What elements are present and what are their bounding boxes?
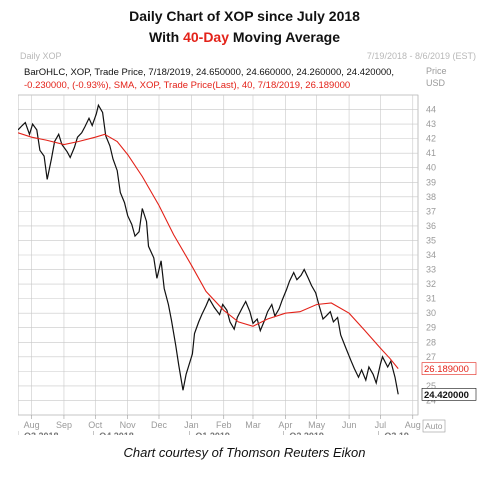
y-tick-label: 39 [426,177,436,187]
price-chart[interactable]: 2425262728293031323334353637383940414243… [18,50,478,435]
price-axis-unit: USD [426,78,446,88]
auto-scale-box [422,419,446,433]
x-tick-label: Dec [151,420,168,430]
x-tick-label: Mar [245,420,261,430]
y-tick-label: 35 [426,235,436,245]
y-tick-label: 27 [426,352,436,362]
title-accent: 40-Day [183,29,229,45]
x-tick-label: Oct [88,420,103,430]
y-tick-label: 30 [426,308,436,318]
y-tick-label: 34 [426,250,436,260]
y-tick-label: 43 [426,119,436,129]
quarter-label: Q3 19 [384,431,409,435]
x-tick-label: Sep [56,420,72,430]
auto-scale-label: Auto [425,421,443,431]
quarter-label: Q1 2019 [195,431,230,435]
title-line-2-before: With [148,29,184,45]
chart-header: Daily XOP 7/19/2018 - 8/6/2019 (EST) [20,51,476,63]
x-tick-label: Nov [120,420,137,430]
y-tick-label: 36 [426,221,436,231]
chart-title: Daily Chart of XOP since July 2018 With … [0,6,489,48]
price-last-value-label: 24.420000 [421,388,477,401]
y-tick-label: 32 [426,279,436,289]
x-tick-label: Jun [342,420,357,430]
x-tick-label: Aug [405,420,421,430]
y-tick-label: 29 [426,323,436,333]
y-tick-label: 31 [426,294,436,304]
chart-header-instrument: Daily XOP [20,51,62,61]
sma-last-value-label-text: 26.189000 [424,364,469,375]
quarter-label: Q2 2019 [289,431,324,435]
x-tick-label: Jul [375,420,387,430]
title-line-1: Daily Chart of XOP since July 2018 [129,8,360,24]
sma-info-line: -0.230000, (-0.93%), SMA, XOP, Trade Pri… [24,80,351,91]
y-tick-label: 41 [426,148,436,158]
y-tick-label: 42 [426,134,436,144]
price-series-line [18,103,399,395]
y-tick-label: 28 [426,337,436,347]
price-axis-header: Price [426,66,447,76]
x-tick-label: Apr [278,420,292,430]
x-tick-label: Aug [24,420,40,430]
y-tick-label: 25 [426,381,436,391]
sma-series-line [18,132,399,369]
x-tick-label: May [308,420,326,430]
quarter-label: Q3 2018 [24,431,59,435]
x-tick-label: Jan [184,420,199,430]
x-tick-label: Feb [216,420,232,430]
title-line-2: With 40-Day Moving Average [0,27,489,48]
y-tick-label: 37 [426,206,436,216]
ohlc-info-line: BarOHLC, XOP, Trade Price, 7/18/2019, 24… [24,67,395,78]
price-last-value-label-box [421,388,477,401]
sma-last-value-label-box [421,362,477,375]
y-tick-label: 44 [426,105,436,115]
y-tick-label: 33 [426,265,436,275]
y-tick-label: 38 [426,192,436,202]
y-tick-label: 40 [426,163,436,173]
title-line-2-after: Moving Average [229,29,340,45]
chart-frame: 2425262728293031323334353637383940414243… [18,50,478,435]
sma-last-value-label: 26.189000 [421,362,477,375]
quarter-label: Q4 2018 [99,431,134,435]
price-last-value-label-text: 24.420000 [424,390,469,401]
chart-caption: Chart courtesy of Thomson Reuters Eikon [123,445,366,460]
chart-header-range: 7/19/2018 - 8/6/2019 (EST) [366,51,476,61]
